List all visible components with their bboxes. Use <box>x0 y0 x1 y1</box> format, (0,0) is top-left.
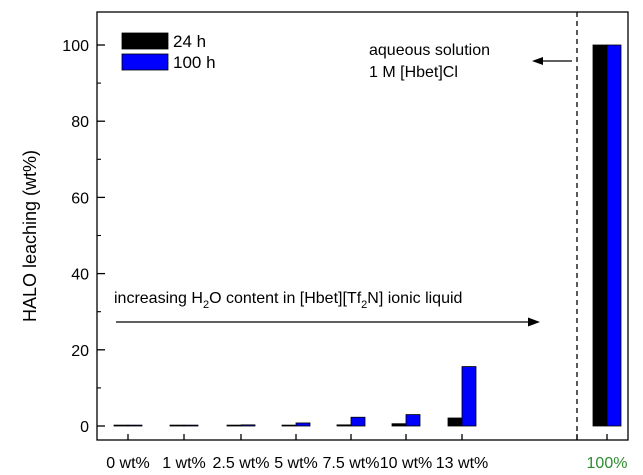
y-tick-label: 0 <box>80 419 89 436</box>
bar-100h-7 <box>606 44 622 427</box>
increasing-water-text: increasing H2O content in [Hbet][Tf2N] i… <box>114 290 462 311</box>
y-axis-ticks: 0 20 40 60 80 100 <box>62 38 105 436</box>
x-tick-label: 7.5 wt% <box>323 455 380 472</box>
bar-24h-6 <box>447 417 463 427</box>
legend: 24 h 100 h <box>121 32 216 72</box>
aqueous-annotation: aqueous solution 1 M [Hbet]Cl <box>369 42 572 81</box>
x-tick-label: 5 wt% <box>274 455 318 472</box>
x-tick-label: 1 wt% <box>162 455 206 472</box>
y-tick-label: 100 <box>62 38 89 55</box>
bar-24h-1 <box>169 424 185 427</box>
bar-24h-4 <box>336 424 352 427</box>
y-tick-label: 80 <box>71 114 89 131</box>
bar-100h-4 <box>350 416 366 427</box>
aqueous-line2: 1 M [Hbet]Cl <box>369 64 458 81</box>
x-tick-label: 2.5 wt% <box>213 455 270 472</box>
legend-swatch <box>121 53 169 71</box>
y-tick-label: 40 <box>71 267 89 284</box>
y-tick-label: 60 <box>71 190 89 207</box>
legend-swatch <box>121 32 169 50</box>
legend-label: 24 h <box>173 32 206 51</box>
bar-24h-3 <box>281 424 297 427</box>
bar-100h-2 <box>240 424 256 427</box>
legend-label: 100 h <box>173 53 216 72</box>
aqueous-arrowhead <box>532 57 543 65</box>
x-tick-label: 10 wt% <box>380 455 432 472</box>
bar-100h-1 <box>183 424 199 427</box>
x-tick-label: 0 wt% <box>106 455 150 472</box>
bar-100h-0 <box>127 424 143 427</box>
bar-24h-0 <box>113 424 129 427</box>
bar-100h-3 <box>295 422 311 427</box>
bar-100h-6 <box>461 366 477 427</box>
x-tick-label: 13 wt% <box>436 455 488 472</box>
x-axis-ticks: 0 wt% 1 wt% 2.5 wt% 5 wt% 7.5 wt% 10 wt% 13 wt… <box>106 434 627 472</box>
y-tick-label: 20 <box>71 343 89 360</box>
bars-group <box>113 44 622 427</box>
aqueous-line1: aqueous solution <box>369 42 490 59</box>
plot-frame <box>96 11 629 441</box>
bar-100h-5 <box>405 414 421 427</box>
increasing-water-annotation: increasing H2O content in [Hbet][Tf2N] i… <box>114 290 540 327</box>
x-tick-label: 100% <box>587 455 628 472</box>
bar-24h-7 <box>592 44 608 427</box>
y-axis-label: HALO leaching (wt%) <box>20 150 40 322</box>
bar-24h-5 <box>391 423 407 427</box>
increasing-water-arrowhead <box>528 317 540 327</box>
bar-24h-2 <box>226 424 242 427</box>
